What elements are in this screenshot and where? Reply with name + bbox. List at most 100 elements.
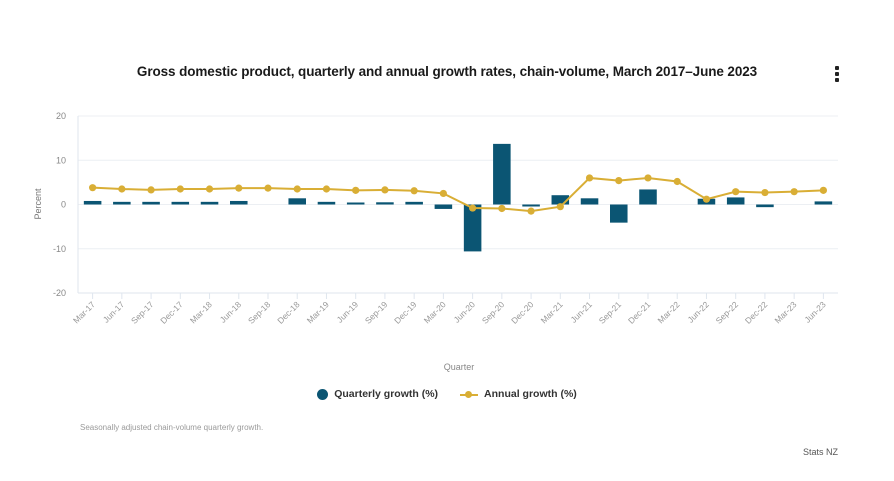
x-tick-label: Mar-21 bbox=[539, 299, 565, 325]
line-marker-icon bbox=[460, 389, 479, 400]
x-tick-label: Jun-21 bbox=[568, 299, 594, 325]
x-tick-label: Dec-19 bbox=[392, 299, 419, 326]
legend-label: Annual growth (%) bbox=[484, 388, 577, 400]
x-tick-label: Jun-18 bbox=[218, 299, 244, 325]
annual-point bbox=[352, 186, 360, 194]
annual-point bbox=[556, 203, 564, 211]
x-tick-label: Jun-20 bbox=[452, 299, 478, 325]
bar-quarterly bbox=[726, 197, 745, 205]
bar-quarterly bbox=[230, 200, 248, 205]
y-tick-label: 20 bbox=[56, 111, 66, 121]
legend-label: Quarterly growth (%) bbox=[334, 388, 439, 400]
legend-item-annual[interactable]: Annual growth (%) bbox=[460, 388, 577, 400]
bar-quarterly bbox=[493, 143, 511, 205]
x-tick-label: Dec-20 bbox=[509, 299, 536, 326]
annual-point bbox=[761, 188, 769, 197]
bar-quarterly bbox=[171, 201, 190, 205]
annual-line bbox=[89, 174, 827, 215]
bar-quarterly bbox=[346, 202, 365, 205]
annual-point bbox=[702, 195, 711, 203]
y-axis-ticks: 20 10 0 -10 -20 bbox=[53, 111, 66, 298]
x-tick-label: Sep-20 bbox=[480, 299, 507, 326]
bar-quarterly bbox=[551, 195, 570, 205]
annual-point bbox=[205, 185, 214, 193]
x-tick-label: Jun-22 bbox=[685, 299, 711, 325]
legend: Quarterly growth (%) Annual growth (%) bbox=[0, 388, 894, 400]
x-tick-label: Sep-17 bbox=[129, 299, 156, 326]
x-tick-label: Dec-21 bbox=[626, 299, 653, 326]
annual-point bbox=[469, 204, 477, 212]
x-tick-label: Sep-21 bbox=[597, 299, 624, 326]
annual-point bbox=[410, 187, 418, 195]
chart-menu-button[interactable] bbox=[832, 66, 842, 88]
x-tick-label: Sep-22 bbox=[714, 299, 741, 326]
annual-point bbox=[498, 204, 506, 213]
annual-point bbox=[615, 177, 623, 185]
x-tick-label: Jun-17 bbox=[101, 299, 127, 325]
annual-point bbox=[89, 184, 97, 192]
bar-quarterly bbox=[142, 201, 160, 205]
y-tick-label: 0 bbox=[61, 200, 66, 210]
annual-point bbox=[585, 174, 594, 182]
grid-lines bbox=[77, 115, 838, 294]
annual-point bbox=[527, 207, 535, 215]
annual-point bbox=[235, 184, 243, 192]
bar-quarterly bbox=[317, 201, 336, 205]
annual-point bbox=[732, 188, 740, 196]
bar-quarterly bbox=[83, 200, 102, 205]
legend-item-quarterly[interactable]: Quarterly growth (%) bbox=[317, 388, 438, 400]
x-tick-label: Dec-17 bbox=[158, 299, 185, 326]
annual-point bbox=[673, 177, 681, 186]
x-tick-label: Sep-18 bbox=[246, 299, 273, 326]
y-tick-label: -20 bbox=[53, 288, 66, 298]
annual-point bbox=[293, 185, 301, 193]
chart-title: Gross domestic product, quarterly and an… bbox=[136, 64, 758, 79]
chart-note: Seasonally adjusted chain-volume quarter… bbox=[80, 423, 264, 432]
bar-quarterly bbox=[200, 201, 219, 205]
x-tick-label: Mar-23 bbox=[772, 299, 798, 325]
annual-point bbox=[439, 189, 447, 198]
y-tick-label: 10 bbox=[56, 155, 66, 165]
x-tick-label: Mar-19 bbox=[305, 299, 331, 325]
annual-growth-line bbox=[92, 176, 824, 213]
bar-quarterly bbox=[434, 204, 453, 209]
x-tick-label: Dec-22 bbox=[743, 299, 770, 326]
annual-point bbox=[322, 185, 331, 193]
x-tick-label: Jun-23 bbox=[802, 299, 828, 325]
bar-quarterly bbox=[405, 201, 423, 205]
circle-icon bbox=[317, 388, 329, 400]
bar-quarterly bbox=[756, 204, 774, 208]
x-tick-label: Dec-18 bbox=[275, 299, 302, 326]
more-vertical-icon bbox=[835, 66, 839, 70]
bar-quarterly bbox=[288, 198, 306, 205]
x-tick-label: Sep-19 bbox=[363, 299, 390, 326]
annual-point bbox=[790, 188, 798, 196]
bar-quarterly bbox=[639, 189, 657, 205]
annual-point bbox=[147, 186, 155, 194]
chart-source: Stats NZ bbox=[802, 447, 838, 457]
annual-point bbox=[819, 186, 827, 194]
x-tick-label: Mar-22 bbox=[656, 299, 682, 325]
x-tick-label: Jun-19 bbox=[335, 299, 361, 325]
y-tick-label: -10 bbox=[53, 244, 66, 254]
annual-point bbox=[644, 174, 652, 182]
x-tick-label: Mar-18 bbox=[188, 299, 214, 325]
bar-quarterly bbox=[814, 201, 833, 205]
bar-quarterly bbox=[463, 204, 482, 252]
bar-quarterly bbox=[610, 204, 628, 223]
quarterly-bars bbox=[83, 143, 833, 252]
annual-point bbox=[176, 185, 184, 193]
annual-point bbox=[118, 185, 126, 193]
x-axis-ticks: Mar-17 Jun-17 Sep-17 Dec-17 Mar-18 Jun-18 Sep-… bbox=[71, 293, 828, 326]
bar-quarterly bbox=[113, 201, 131, 205]
y-axis-label: Percent bbox=[33, 188, 43, 220]
annual-point bbox=[381, 186, 389, 194]
x-tick-label: Mar-20 bbox=[422, 299, 448, 325]
x-axis-label: Quarter bbox=[444, 362, 475, 372]
annual-point bbox=[264, 184, 272, 192]
bar-quarterly bbox=[580, 198, 599, 205]
bar-quarterly bbox=[522, 204, 540, 207]
x-tick-label: Mar-17 bbox=[71, 299, 97, 325]
bar-quarterly bbox=[376, 202, 394, 205]
